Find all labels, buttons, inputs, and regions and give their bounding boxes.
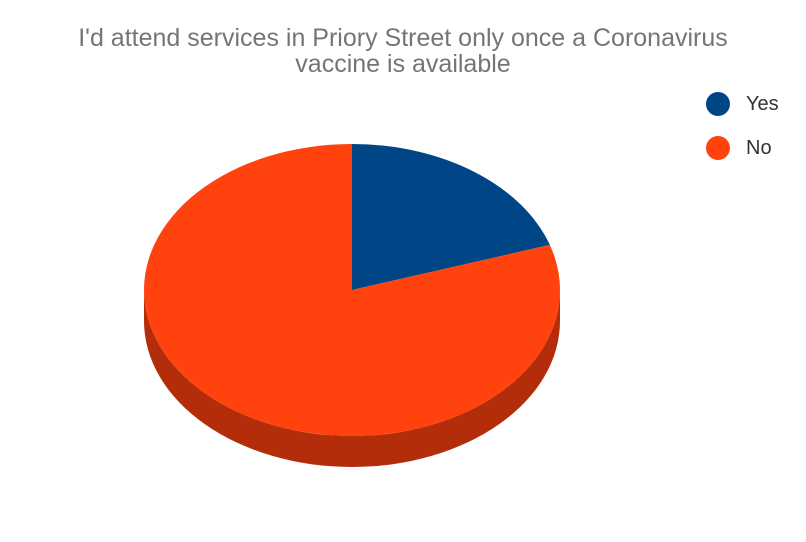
pie-slice-yes[interactable] bbox=[352, 144, 550, 290]
pie-side-no bbox=[144, 290, 560, 467]
legend-item-no[interactable]: No bbox=[706, 136, 779, 160]
legend-item-yes[interactable]: Yes bbox=[706, 92, 779, 116]
pie-slice-no[interactable] bbox=[144, 144, 561, 436]
legend-swatch-no bbox=[706, 136, 730, 160]
legend-label-yes: Yes bbox=[746, 93, 779, 115]
legend-swatch-yes bbox=[706, 92, 730, 116]
legend: Yes No bbox=[706, 92, 779, 180]
chart-title: I'd attend services in Priory Street onl… bbox=[78, 24, 728, 78]
pie-top-layer bbox=[144, 144, 561, 436]
legend-label-no: No bbox=[746, 137, 772, 159]
pie-side-layer bbox=[144, 290, 560, 467]
